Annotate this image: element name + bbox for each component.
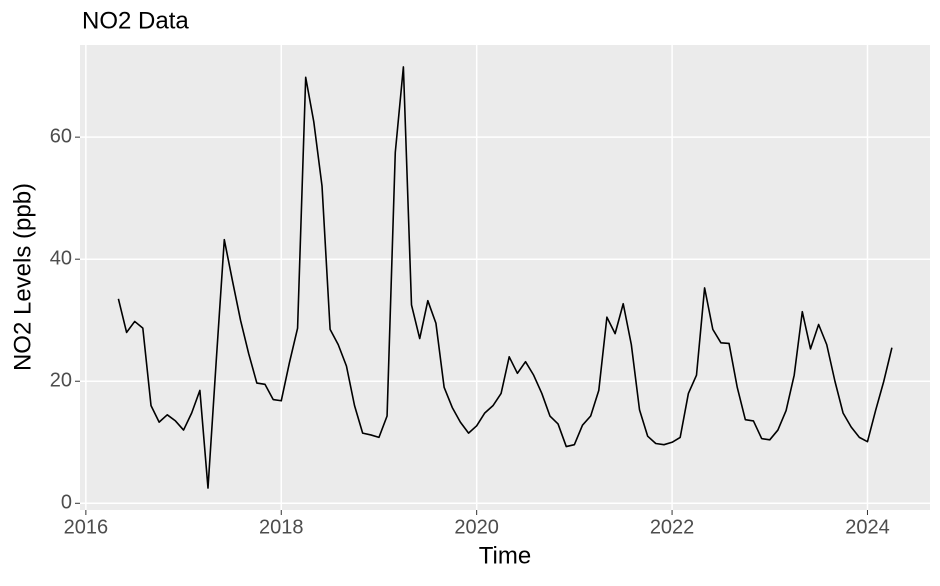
x-tick-label: 2016 — [64, 516, 109, 538]
line — [117, 66, 893, 489]
x-tick-label: 2024 — [845, 516, 890, 538]
x-tick-label: 2018 — [259, 516, 304, 538]
panel — [80, 45, 930, 510]
y-tick-label: 0 — [61, 492, 72, 514]
y-tick-label: 40 — [50, 247, 72, 269]
chart-title: NO2 Data — [82, 7, 189, 34]
x-axis-label: Time — [479, 542, 531, 569]
y-axis-label: NO2 Levels (ppb) — [9, 183, 36, 371]
x-tick-label: 2022 — [650, 516, 695, 538]
x-tick-label: 2020 — [454, 516, 499, 538]
y-tick-label: 20 — [50, 370, 72, 392]
y-tick-label: 60 — [50, 125, 72, 147]
